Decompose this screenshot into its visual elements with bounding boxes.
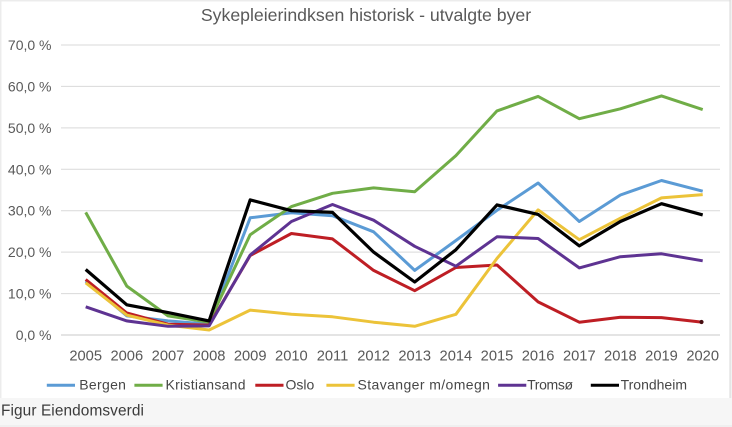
svg-text:2007: 2007	[152, 349, 185, 365]
svg-text:Figur Eiendomsverdi: Figur Eiendomsverdi	[1, 402, 144, 419]
svg-text:50,0 %: 50,0 %	[8, 120, 52, 136]
svg-text:Tromsø: Tromsø	[527, 376, 573, 392]
svg-text:2011: 2011	[317, 349, 349, 365]
svg-text:2008: 2008	[193, 349, 226, 365]
svg-text:2015: 2015	[481, 349, 514, 365]
svg-text:Stavanger m/omegn: Stavanger m/omegn	[358, 376, 491, 392]
svg-text:2012: 2012	[357, 349, 390, 365]
svg-text:2014: 2014	[440, 349, 473, 365]
svg-text:Sykepleierindksen historisk -: Sykepleierindksen historisk - utvalgte b…	[201, 5, 531, 25]
svg-text:2013: 2013	[398, 349, 431, 365]
svg-text:10,0 %: 10,0 %	[8, 286, 52, 302]
svg-text:0,0 %: 0,0 %	[16, 327, 52, 343]
svg-text:2017: 2017	[563, 349, 596, 365]
svg-text:2010: 2010	[275, 349, 308, 365]
svg-text:2009: 2009	[234, 349, 267, 365]
svg-text:2016: 2016	[522, 349, 555, 365]
svg-text:2020: 2020	[686, 349, 719, 365]
svg-text:Bergen: Bergen	[79, 376, 126, 392]
svg-text:2018: 2018	[604, 349, 637, 365]
svg-text:20,0 %: 20,0 %	[8, 244, 52, 260]
svg-text:40,0 %: 40,0 %	[8, 161, 52, 177]
svg-text:Oslo: Oslo	[286, 376, 315, 392]
svg-text:Kristiansand: Kristiansand	[166, 376, 246, 392]
svg-text:Trondheim: Trondheim	[621, 376, 687, 392]
svg-text:60,0 %: 60,0 %	[8, 78, 52, 94]
svg-text:30,0 %: 30,0 %	[8, 203, 52, 219]
svg-text:70,0 %: 70,0 %	[8, 37, 52, 53]
svg-text:2005: 2005	[69, 349, 102, 365]
svg-text:2019: 2019	[645, 349, 678, 365]
svg-text:2006: 2006	[110, 349, 143, 365]
